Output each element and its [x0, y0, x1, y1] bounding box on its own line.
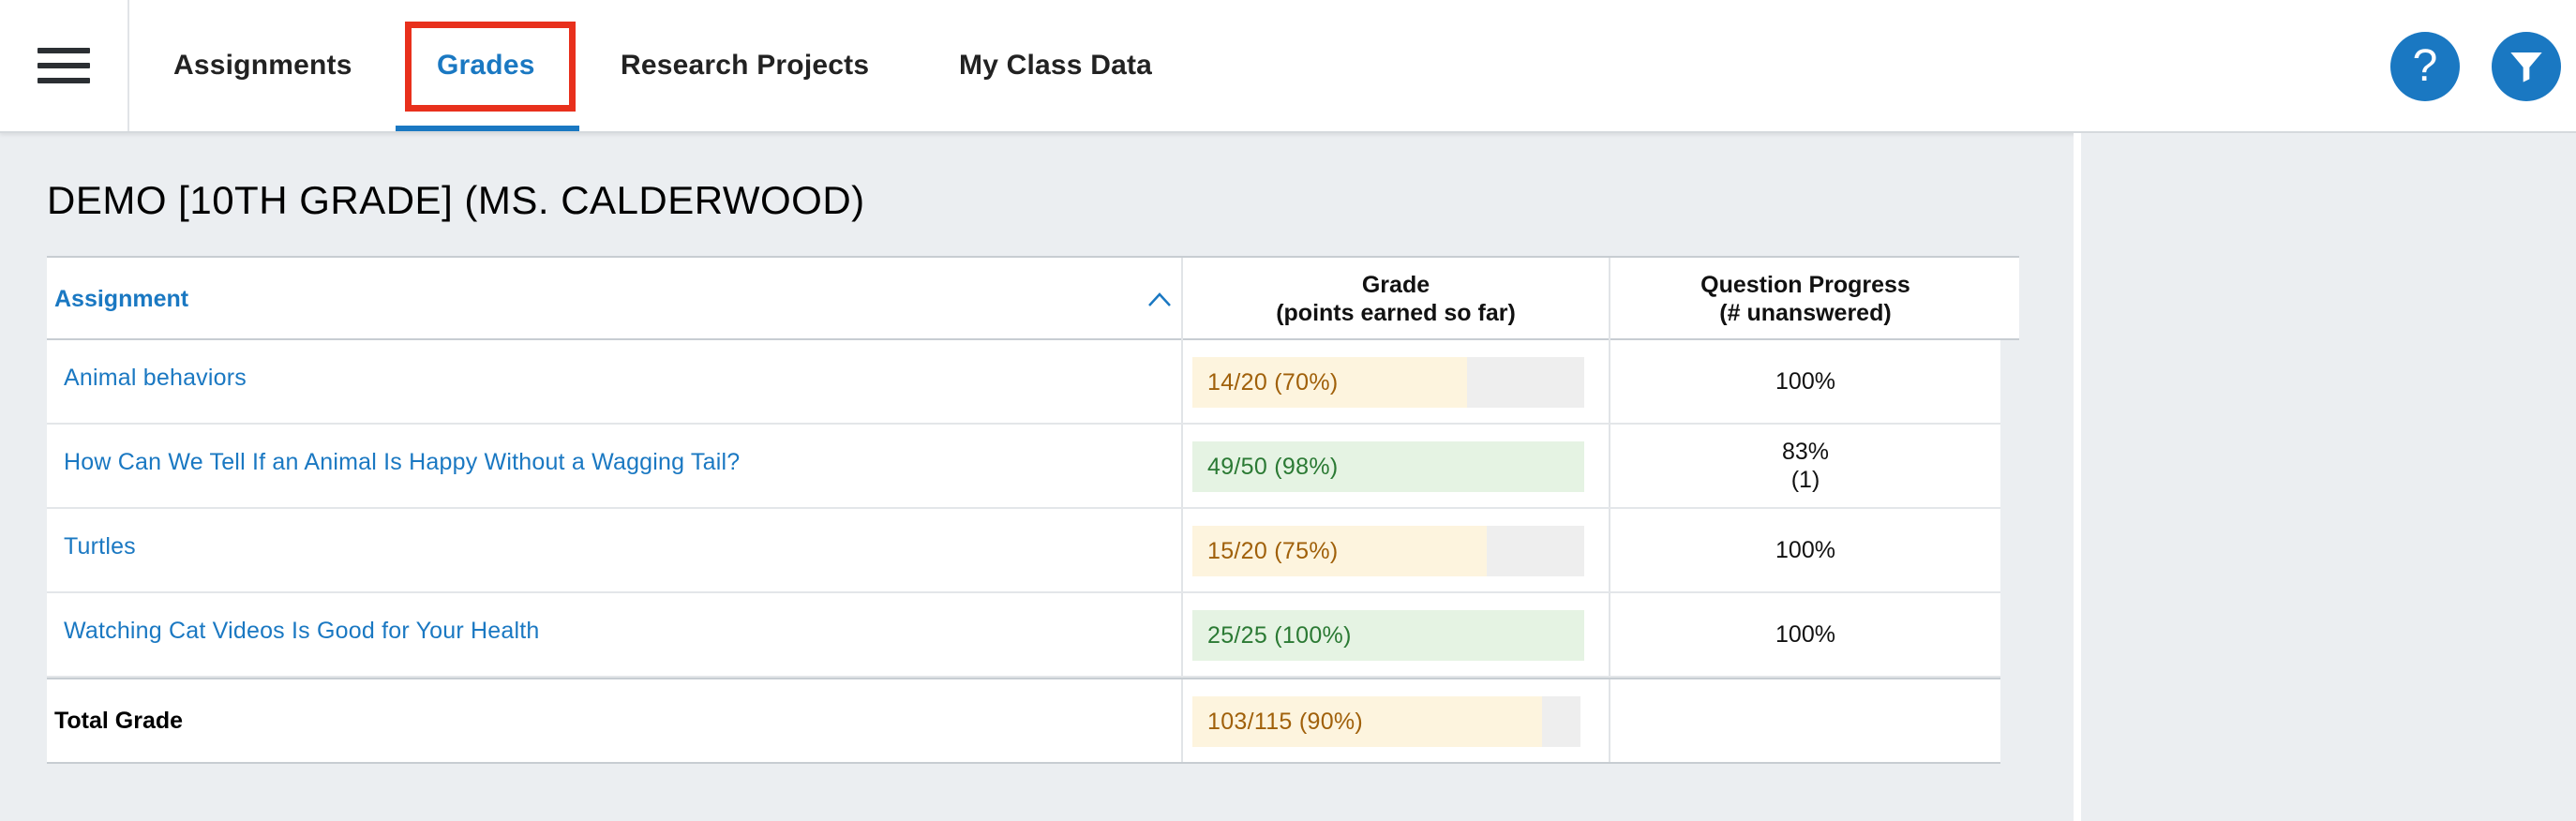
- table-row: Animal behaviors 14/20 (70%) 100%: [47, 340, 2000, 425]
- assignment-link[interactable]: Turtles: [64, 533, 136, 560]
- highlight-box: [405, 22, 576, 112]
- grade-value: 25/25 (100%): [1207, 621, 1352, 649]
- grade-bar-fill: [1192, 357, 1467, 408]
- grade-bar: 15/20 (75%): [1192, 526, 1584, 576]
- assignment-link[interactable]: How Can We Tell If an Animal Is Happy Wi…: [64, 449, 741, 475]
- grade-cell: 103/115 (90%): [1181, 679, 1609, 762]
- progress-percent: 83%: [1781, 439, 1830, 465]
- total-grade-label: Total Grade: [54, 708, 184, 734]
- progress-cell: 100%: [1609, 593, 2000, 676]
- progress-percent: 100%: [1775, 621, 1835, 648]
- help-button[interactable]: ?: [2390, 32, 2460, 101]
- filter-button[interactable]: [2492, 32, 2561, 101]
- table-header: Assignment Grade (points earned so far) …: [47, 256, 2019, 340]
- grade-value: 49/50 (98%): [1207, 453, 1339, 480]
- grade-cell: 15/20 (75%): [1181, 509, 1609, 591]
- tab-assignments[interactable]: Assignments: [173, 50, 352, 81]
- column-header-assignment[interactable]: Assignment: [54, 285, 189, 312]
- grade-header-subtitle: (points earned so far): [1276, 300, 1516, 326]
- page-title: DEMO [10TH GRADE] (MS. CALDERWOOD): [47, 178, 865, 222]
- grade-bar-fill: [1192, 441, 1584, 492]
- hamburger-menu-icon[interactable]: [0, 0, 129, 131]
- grades-table: Assignment Grade (points earned so far) …: [47, 256, 2019, 764]
- progress-header-subtitle: (# unanswered): [1719, 300, 1892, 326]
- grade-value: 15/20 (75%): [1207, 537, 1339, 564]
- assignment-link[interactable]: Watching Cat Videos Is Good for Your Hea…: [64, 618, 540, 644]
- grade-bar-fill: [1192, 610, 1584, 661]
- table-row: Watching Cat Videos Is Good for Your Hea…: [47, 593, 2000, 678]
- total-grade-value: 103/115 (90%): [1207, 708, 1364, 735]
- unanswered-count: (1): [1790, 467, 1820, 493]
- progress-percent: 100%: [1775, 368, 1835, 395]
- filter-icon: [2510, 52, 2542, 82]
- grade-bar: 103/115 (90%): [1192, 696, 1580, 747]
- tab-research-projects[interactable]: Research Projects: [621, 50, 870, 81]
- column-header-grade: Grade (points earned so far): [1181, 258, 1609, 340]
- progress-cell: 100%: [1609, 509, 2000, 591]
- column-header-question-progress: Question Progress (# unanswered): [1609, 258, 2000, 340]
- progress-header-title: Question Progress: [1700, 272, 1910, 298]
- grade-bar-fill: [1192, 526, 1487, 576]
- tab-grades[interactable]: Grades: [437, 50, 535, 81]
- grade-cell: 49/50 (98%): [1181, 425, 1609, 507]
- progress-cell: 100%: [1609, 340, 2000, 423]
- table-row: Turtles 15/20 (75%) 100%: [47, 509, 2000, 593]
- grade-cell: 25/25 (100%): [1181, 593, 1609, 676]
- grade-bar: 14/20 (70%): [1192, 357, 1584, 408]
- grade-bar: 25/25 (100%): [1192, 610, 1584, 661]
- top-nav-bar: Assignments Grades Research Projects My …: [0, 0, 2576, 133]
- grade-bar: 49/50 (98%): [1192, 441, 1584, 492]
- progress-cell: 83% (1): [1609, 425, 2000, 507]
- grade-header-title: Grade: [1361, 272, 1430, 298]
- total-grade-row: Total Grade 103/115 (90%): [47, 678, 2000, 764]
- tab-my-class-data[interactable]: My Class Data: [959, 50, 1153, 81]
- sort-ascending-icon[interactable]: [1146, 286, 1174, 314]
- grade-value: 14/20 (70%): [1207, 368, 1339, 396]
- question-icon: ?: [2412, 41, 2438, 91]
- progress-percent: 100%: [1775, 537, 1835, 563]
- assignment-link[interactable]: Animal behaviors: [64, 365, 247, 391]
- progress-cell: [1609, 679, 2000, 762]
- active-tab-indicator: [396, 126, 579, 131]
- grade-bar-fill: [1192, 696, 1542, 747]
- table-row: How Can We Tell If an Animal Is Happy Wi…: [47, 425, 2000, 509]
- right-side-panel: [2074, 133, 2576, 821]
- grade-cell: 14/20 (70%): [1181, 340, 1609, 423]
